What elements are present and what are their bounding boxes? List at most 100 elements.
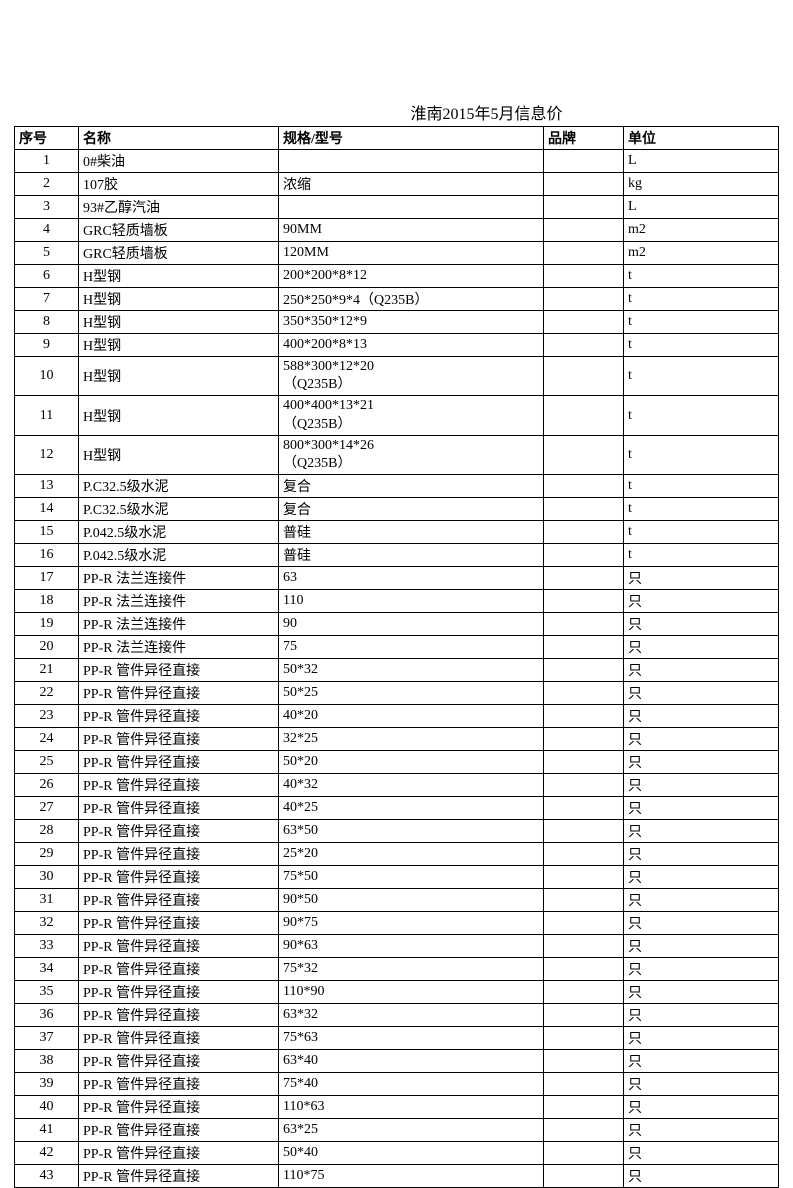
- cell-seq: 18: [15, 590, 79, 613]
- cell-name: PP-R 管件异径直接: [79, 1073, 279, 1096]
- cell-brand: [544, 498, 624, 521]
- cell-name: PP-R 管件异径直接: [79, 797, 279, 820]
- cell-seq: 41: [15, 1119, 79, 1142]
- cell-unit: 只: [624, 636, 779, 659]
- cell-brand: [544, 636, 624, 659]
- cell-spec: 50*25: [279, 682, 544, 705]
- cell-name: H型钢: [79, 396, 279, 435]
- cell-spec: 63: [279, 567, 544, 590]
- table-row: 26PP-R 管件异径直接40*32只: [15, 774, 779, 797]
- cell-brand: [544, 150, 624, 173]
- cell-unit: 只: [624, 774, 779, 797]
- table-row: 41PP-R 管件异径直接63*25只: [15, 1119, 779, 1142]
- cell-unit: 只: [624, 1096, 779, 1119]
- table-row: 4GRC轻质墙板90MMm2: [15, 219, 779, 242]
- table-row: 36PP-R 管件异径直接63*32只: [15, 1004, 779, 1027]
- cell-seq: 30: [15, 866, 79, 889]
- cell-seq: 12: [15, 435, 79, 474]
- cell-spec: 110: [279, 590, 544, 613]
- cell-unit: 只: [624, 751, 779, 774]
- cell-unit: m2: [624, 242, 779, 265]
- cell-unit: L: [624, 196, 779, 219]
- cell-brand: [544, 219, 624, 242]
- cell-brand: [544, 1073, 624, 1096]
- table-row: 40PP-R 管件异径直接110*63只: [15, 1096, 779, 1119]
- cell-seq: 40: [15, 1096, 79, 1119]
- cell-spec: 400*400*13*21（Q235B）: [279, 396, 544, 435]
- cell-brand: [544, 334, 624, 357]
- table-row: 37PP-R 管件异径直接75*63只: [15, 1027, 779, 1050]
- cell-spec: 75*40: [279, 1073, 544, 1096]
- cell-unit: t: [624, 357, 779, 396]
- cell-unit: m2: [624, 219, 779, 242]
- cell-name: PP-R 管件异径直接: [79, 659, 279, 682]
- cell-seq: 27: [15, 797, 79, 820]
- cell-spec: 63*32: [279, 1004, 544, 1027]
- cell-seq: 7: [15, 288, 79, 311]
- cell-brand: [544, 912, 624, 935]
- table-row: 19PP-R 法兰连接件90只: [15, 613, 779, 636]
- cell-brand: [544, 357, 624, 396]
- cell-name: PP-R 管件异径直接: [79, 1119, 279, 1142]
- cell-name: P.C32.5级水泥: [79, 498, 279, 521]
- cell-unit: kg: [624, 173, 779, 196]
- cell-brand: [544, 866, 624, 889]
- cell-unit: 只: [624, 682, 779, 705]
- cell-unit: t: [624, 435, 779, 474]
- cell-brand: [544, 521, 624, 544]
- cell-name: PP-R 管件异径直接: [79, 774, 279, 797]
- table-row: 42PP-R 管件异径直接50*40只: [15, 1142, 779, 1165]
- page-title: 淮南2015年5月信息价: [14, 100, 779, 124]
- cell-unit: t: [624, 334, 779, 357]
- cell-spec: 75: [279, 636, 544, 659]
- cell-brand: [544, 981, 624, 1004]
- cell-spec: 浓缩: [279, 173, 544, 196]
- cell-spec: 63*40: [279, 1050, 544, 1073]
- page: 淮南2015年5月信息价 序号 名称 规格/型号 品牌 单位 10#柴油L210…: [0, 0, 793, 1188]
- cell-name: GRC轻质墙板: [79, 219, 279, 242]
- cell-seq: 23: [15, 705, 79, 728]
- cell-name: H型钢: [79, 288, 279, 311]
- cell-name: 107胶: [79, 173, 279, 196]
- cell-name: PP-R 法兰连接件: [79, 567, 279, 590]
- table-row: 30PP-R 管件异径直接75*50只: [15, 866, 779, 889]
- cell-seq: 22: [15, 682, 79, 705]
- cell-name: PP-R 管件异径直接: [79, 705, 279, 728]
- table-row: 35PP-R 管件异径直接110*90只: [15, 981, 779, 1004]
- cell-seq: 10: [15, 357, 79, 396]
- cell-seq: 17: [15, 567, 79, 590]
- table-row: 17PP-R 法兰连接件63 只: [15, 567, 779, 590]
- table-row: 20PP-R 法兰连接件75只: [15, 636, 779, 659]
- cell-brand: [544, 613, 624, 636]
- cell-brand: [544, 1004, 624, 1027]
- table-row: 18PP-R 法兰连接件110只: [15, 590, 779, 613]
- cell-brand: [544, 242, 624, 265]
- cell-seq: 29: [15, 843, 79, 866]
- cell-brand: [544, 705, 624, 728]
- price-table: 序号 名称 规格/型号 品牌 单位 10#柴油L2107胶浓缩kg393#乙醇汽…: [14, 126, 779, 1188]
- table-row: 34PP-R 管件异径直接75*32只: [15, 958, 779, 981]
- cell-brand: [544, 196, 624, 219]
- cell-spec: [279, 196, 544, 219]
- table-row: 29PP-R 管件异径直接25*20只: [15, 843, 779, 866]
- cell-brand: [544, 435, 624, 474]
- cell-brand: [544, 311, 624, 334]
- cell-spec: 50*40: [279, 1142, 544, 1165]
- cell-brand: [544, 843, 624, 866]
- cell-seq: 36: [15, 1004, 79, 1027]
- cell-seq: 33: [15, 935, 79, 958]
- col-unit: 单位: [624, 127, 779, 150]
- cell-spec: 50*20: [279, 751, 544, 774]
- cell-spec: 40*25: [279, 797, 544, 820]
- cell-brand: [544, 1119, 624, 1142]
- cell-seq: 25: [15, 751, 79, 774]
- cell-seq: 13: [15, 475, 79, 498]
- cell-unit: 只: [624, 567, 779, 590]
- table-row: 38PP-R 管件异径直接63*40只: [15, 1050, 779, 1073]
- cell-spec: [279, 150, 544, 173]
- cell-unit: 只: [624, 1050, 779, 1073]
- table-row: 7H型钢250*250*9*4（Q235B）t: [15, 288, 779, 311]
- cell-unit: t: [624, 311, 779, 334]
- cell-unit: 只: [624, 705, 779, 728]
- cell-unit: L: [624, 150, 779, 173]
